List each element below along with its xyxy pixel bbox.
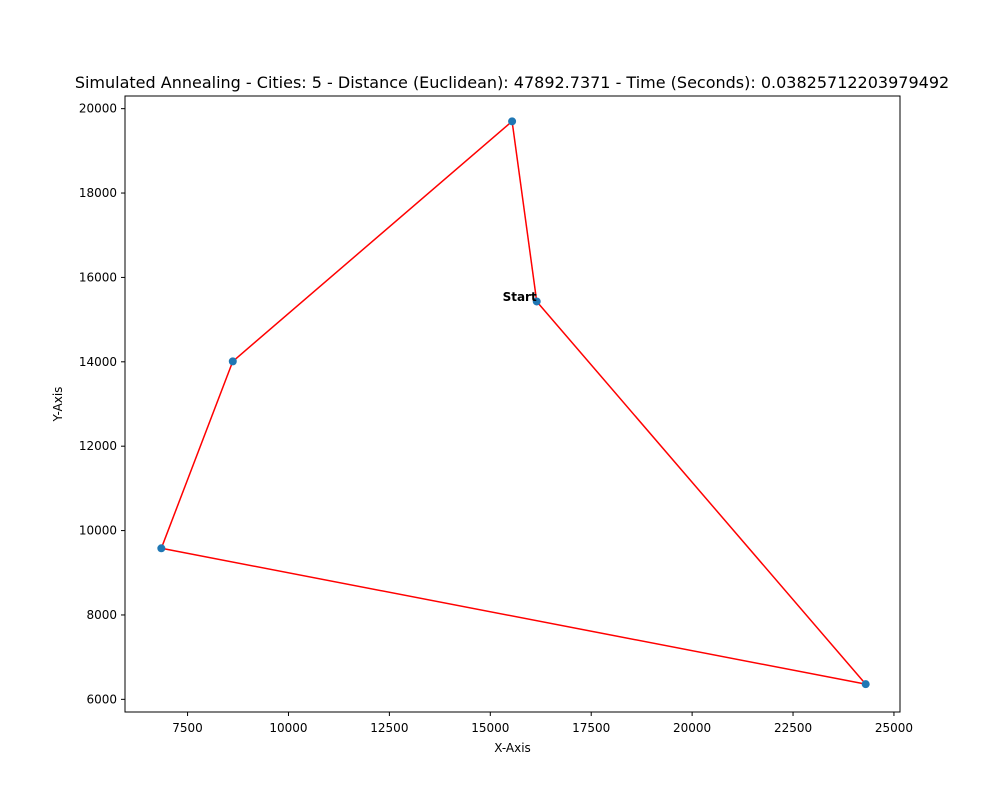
route-layer bbox=[160, 120, 867, 685]
city-point bbox=[532, 297, 541, 306]
city-point bbox=[861, 680, 870, 689]
y-axis-label: Y-Axis bbox=[51, 387, 65, 423]
x-tick-label: 20000 bbox=[673, 721, 711, 735]
x-tick-label: 17500 bbox=[572, 721, 610, 735]
route-segment bbox=[232, 120, 513, 362]
x-tick-label: 10000 bbox=[269, 721, 307, 735]
y-tick-label: 18000 bbox=[79, 186, 117, 200]
chart-title: Simulated Annealing - Cities: 5 - Distan… bbox=[75, 73, 949, 92]
y-tick-label: 14000 bbox=[79, 355, 117, 369]
x-tick-label: 12500 bbox=[370, 721, 408, 735]
city-point bbox=[228, 357, 237, 366]
x-axis: 7500 10000 12500 15000 17500 20000 22500 25000 bbox=[172, 712, 913, 735]
y-tick-label: 20000 bbox=[79, 102, 117, 116]
city-point bbox=[157, 544, 166, 553]
plot-area: Start bbox=[124, 95, 901, 713]
y-tick-label: 10000 bbox=[79, 524, 117, 538]
plot-frame bbox=[124, 95, 901, 713]
route-segment bbox=[160, 361, 234, 549]
x-tick-label: 25000 bbox=[875, 721, 913, 735]
plot-background bbox=[125, 96, 900, 712]
route-segment bbox=[511, 121, 538, 302]
x-axis-label: X-Axis bbox=[494, 741, 531, 755]
x-tick-label: 15000 bbox=[471, 721, 509, 735]
city-point bbox=[508, 117, 517, 126]
y-tick-label: 8000 bbox=[86, 608, 117, 622]
y-tick-label: 12000 bbox=[79, 439, 117, 453]
y-tick-label: 6000 bbox=[86, 692, 117, 706]
y-tick-label: 16000 bbox=[79, 270, 117, 284]
x-tick-label: 7500 bbox=[172, 721, 203, 735]
start-annotation: Start bbox=[503, 290, 537, 304]
route-segment bbox=[536, 300, 867, 685]
y-axis: 6000 8000 10000 12000 14000 16000 18000 20000 bbox=[79, 102, 125, 706]
points-layer: Start bbox=[157, 117, 870, 689]
x-tick-label: 22500 bbox=[774, 721, 812, 735]
route-segment bbox=[161, 547, 866, 685]
